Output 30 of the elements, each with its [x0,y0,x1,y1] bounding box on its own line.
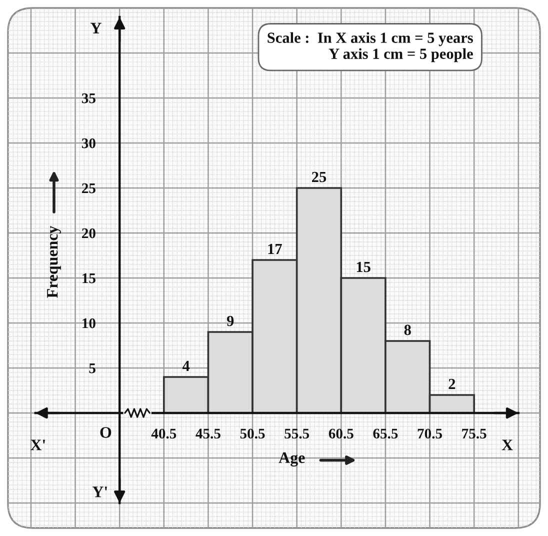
annotation: X [502,440,513,450]
annotation: Y' [92,486,107,498]
x-tick-label: 70.5 [418,428,442,439]
data-label: 9 [226,316,234,326]
data-label: 2 [448,378,456,389]
x-axis-title: Age [278,452,305,466]
data-label: 25 [312,172,326,182]
x-tick-label: 40.5 [151,428,176,439]
x-tick-label: 50.5 [240,428,265,439]
y-tick-label: 10 [82,318,96,328]
annotation: X' [30,440,45,450]
y-tick-label: 20 [82,228,96,238]
annotation: Scale : In X axis 1 cm = 5 years Y axis 1 cm = 5 people [268,32,473,62]
x-tick-label: 55.5 [284,428,310,439]
x-tick-label: 45.5 [196,428,220,439]
data-label: 17 [268,244,282,254]
x-tick-label: 65.5 [373,428,398,439]
annotation: Y [90,22,102,34]
y-tick-label: 30 [82,138,96,148]
annotation: O [100,427,112,438]
y-tick-label: 15 [82,273,96,284]
data-label: 15 [356,262,370,272]
data-label: 8 [404,324,411,336]
y-axis-title: Frequency [47,226,61,298]
x-tick-label: 60.5 [328,428,354,439]
y-tick-label: 5 [89,364,96,374]
data-label: 4 [182,360,190,371]
x-tick-label: 75.5 [462,428,486,439]
y-tick-label: 35 [82,93,96,104]
y-tick-label: 25 [82,183,96,194]
